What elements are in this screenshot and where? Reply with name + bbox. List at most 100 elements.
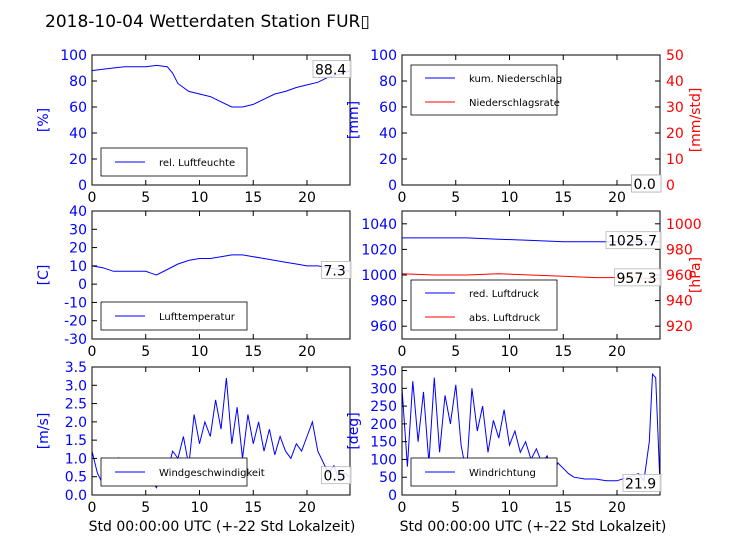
y2-tick-label: 980 bbox=[666, 242, 693, 258]
x-tick-label: 0 bbox=[88, 190, 97, 206]
chart-panel-winddir: 0 5 10 15 20050100150200250300350[deg]21.9Wi… bbox=[346, 364, 662, 516]
last-value-windspeed: 0.5 bbox=[324, 469, 346, 485]
y-axis-label-windspeed: [m/s] bbox=[36, 413, 52, 450]
y-tick-label: -20 bbox=[64, 314, 87, 330]
y-tick-label: 2.5 bbox=[65, 397, 87, 413]
x-tick-label: 15 bbox=[244, 500, 262, 516]
y2-tick-label: 30 bbox=[666, 100, 684, 116]
y2-axis-label-pressure: [hPa] bbox=[688, 257, 704, 293]
x-tick-label: 0 bbox=[398, 500, 407, 516]
chart-panel-humidity: 0 5 10 15 20 0 20 40 60 80 100 [%] 88.4 rel. Luftfeuc… bbox=[36, 48, 352, 206]
y-tick-label: 250 bbox=[370, 399, 397, 415]
chart-panel-precip: 0 5 10 15 20 0 20 40 60 80 100 0 10 20 30 40 50 [mm] [mm/s… bbox=[346, 48, 704, 206]
y2-tick-label: 940 bbox=[666, 294, 693, 310]
x-tick-label: 0 bbox=[398, 344, 407, 360]
y-tick-label: 150 bbox=[370, 435, 397, 451]
chart-panel-windspeed: 0 5 10 15 20 0.0 0.5 1.0 1.5 2.0 2.5 3.0 3.5 [m/s] 0.5… bbox=[36, 360, 352, 516]
y2-tick-label: 1000 bbox=[666, 217, 702, 233]
x-tick-label: 5 bbox=[141, 344, 150, 360]
y-tick-label: 1040 bbox=[361, 217, 397, 233]
y2-tick-label: 0 bbox=[666, 178, 675, 194]
y-tick-label: 100 bbox=[60, 48, 87, 64]
y-tick-label: -10 bbox=[64, 295, 87, 311]
last-value-humidity-box bbox=[312, 60, 352, 78]
y-tick-label: 300 bbox=[370, 381, 397, 397]
x-tick-label: 15 bbox=[244, 190, 262, 206]
plot-frame-precip bbox=[401, 54, 661, 186]
x-tick-label: 10 bbox=[501, 190, 519, 206]
y-tick-label: 40 bbox=[69, 204, 87, 220]
last-value-pressure-box bbox=[605, 231, 662, 250]
y-axis-label-humidity: [%] bbox=[36, 108, 52, 132]
y-tick-label: 30 bbox=[69, 222, 87, 238]
y-tick-label: 20 bbox=[69, 152, 87, 168]
y-tick-label: 1020 bbox=[361, 242, 397, 258]
y-axis-label-winddir: [deg] bbox=[346, 412, 362, 449]
y2-axis-label-precip: [mm/std] bbox=[688, 88, 704, 153]
y-tick-label: 40 bbox=[69, 126, 87, 142]
series-line-temperature-0 bbox=[91, 254, 351, 276]
legend-box-pressure bbox=[410, 279, 558, 331]
y-tick-label: 1.5 bbox=[65, 433, 87, 449]
legend-box-precip bbox=[410, 64, 558, 116]
last-value2-precip-box bbox=[631, 174, 662, 193]
x-tick-label: 15 bbox=[554, 500, 572, 516]
chart-panel-pressure: 0 5 10 15 20 960 980 1000 1020 1040 920 940 960 980 10… bbox=[361, 210, 704, 360]
y2-tick-label: 20 bbox=[666, 126, 684, 142]
y-axis-label-temperature: [C] bbox=[36, 265, 52, 286]
y-tick-label: 0.5 bbox=[65, 470, 87, 486]
last-value-pressure: 1025.7 bbox=[608, 234, 657, 250]
last-value-humidity: 88.4 bbox=[315, 63, 346, 79]
x-tick-label: 5 bbox=[451, 190, 460, 206]
series-line-winddir-0 bbox=[401, 372, 661, 485]
y-tick-label: 980 bbox=[370, 294, 397, 310]
y-axis-label-precip: [mm] bbox=[346, 101, 362, 139]
y-tick-label: 0 bbox=[388, 488, 397, 504]
last-value-windspeed-box bbox=[321, 466, 352, 485]
x-tick-label: 20 bbox=[298, 190, 316, 206]
legend-label: kum. Niederschlag bbox=[469, 74, 562, 85]
legend-label: Windgeschwindigkeit bbox=[159, 468, 265, 479]
last-value-temperature-box bbox=[321, 260, 352, 279]
y-tick-label: 80 bbox=[379, 74, 397, 90]
x-tick-label: 5 bbox=[451, 500, 460, 516]
plot-frame-windspeed bbox=[91, 366, 351, 496]
x-tick-label: 20 bbox=[298, 344, 316, 360]
y-tick-label: 60 bbox=[379, 100, 397, 116]
x-tick-label: 0 bbox=[88, 500, 97, 516]
last-value-winddir: 21.9 bbox=[625, 476, 656, 492]
last-value2-pressure-box bbox=[614, 268, 662, 287]
legend-label: Lufttemperatur bbox=[159, 312, 236, 323]
y-tick-label: 10 bbox=[69, 259, 87, 275]
y-tick-label: 80 bbox=[69, 74, 87, 90]
x-tick-label: 5 bbox=[141, 190, 150, 206]
y-tick-label: 60 bbox=[69, 100, 87, 116]
x-tick-label: 0 bbox=[88, 344, 97, 360]
y-tick-label: 2.0 bbox=[65, 415, 87, 431]
x-tick-label: 5 bbox=[451, 344, 460, 360]
x-tick-label: 15 bbox=[554, 190, 572, 206]
x-tick-label: 20 bbox=[298, 500, 316, 516]
x-tick-label: 10 bbox=[501, 500, 519, 516]
x-axis-label-right: Std 00:00:00 UTC (+-22 Std Lokalzeit) bbox=[400, 519, 667, 535]
x-tick-label: 15 bbox=[244, 344, 262, 360]
plot-frame-humidity bbox=[91, 54, 351, 186]
figure-title: 2018-10-04 Wetterdaten Station FUR▯ bbox=[45, 12, 370, 32]
y-tick-label: 350 bbox=[370, 364, 397, 380]
legend-label: abs. Luftdruck bbox=[469, 313, 540, 324]
chart-panel-temperature: 0 5 10 15 20 -30 -20 -10 0 10 20 30 40 [C] 7.3 Lufttemp… bbox=[36, 204, 352, 360]
x-tick-label: 10 bbox=[191, 190, 209, 206]
x-tick-label: 10 bbox=[501, 344, 519, 360]
y-tick-label: 20 bbox=[69, 241, 87, 257]
y-tick-label: 20 bbox=[379, 152, 397, 168]
y-tick-label: 3.5 bbox=[65, 360, 87, 376]
y-tick-label: 1000 bbox=[361, 268, 397, 284]
series-line-humidity-0 bbox=[91, 64, 351, 108]
y-tick-label: 100 bbox=[370, 48, 397, 64]
x-tick-label: 5 bbox=[141, 500, 150, 516]
y-tick-label: 0 bbox=[388, 178, 397, 194]
x-tick-label: 20 bbox=[608, 190, 626, 206]
x-tick-label: 15 bbox=[554, 344, 572, 360]
legend-label: Niederschlagsrate bbox=[469, 98, 560, 109]
